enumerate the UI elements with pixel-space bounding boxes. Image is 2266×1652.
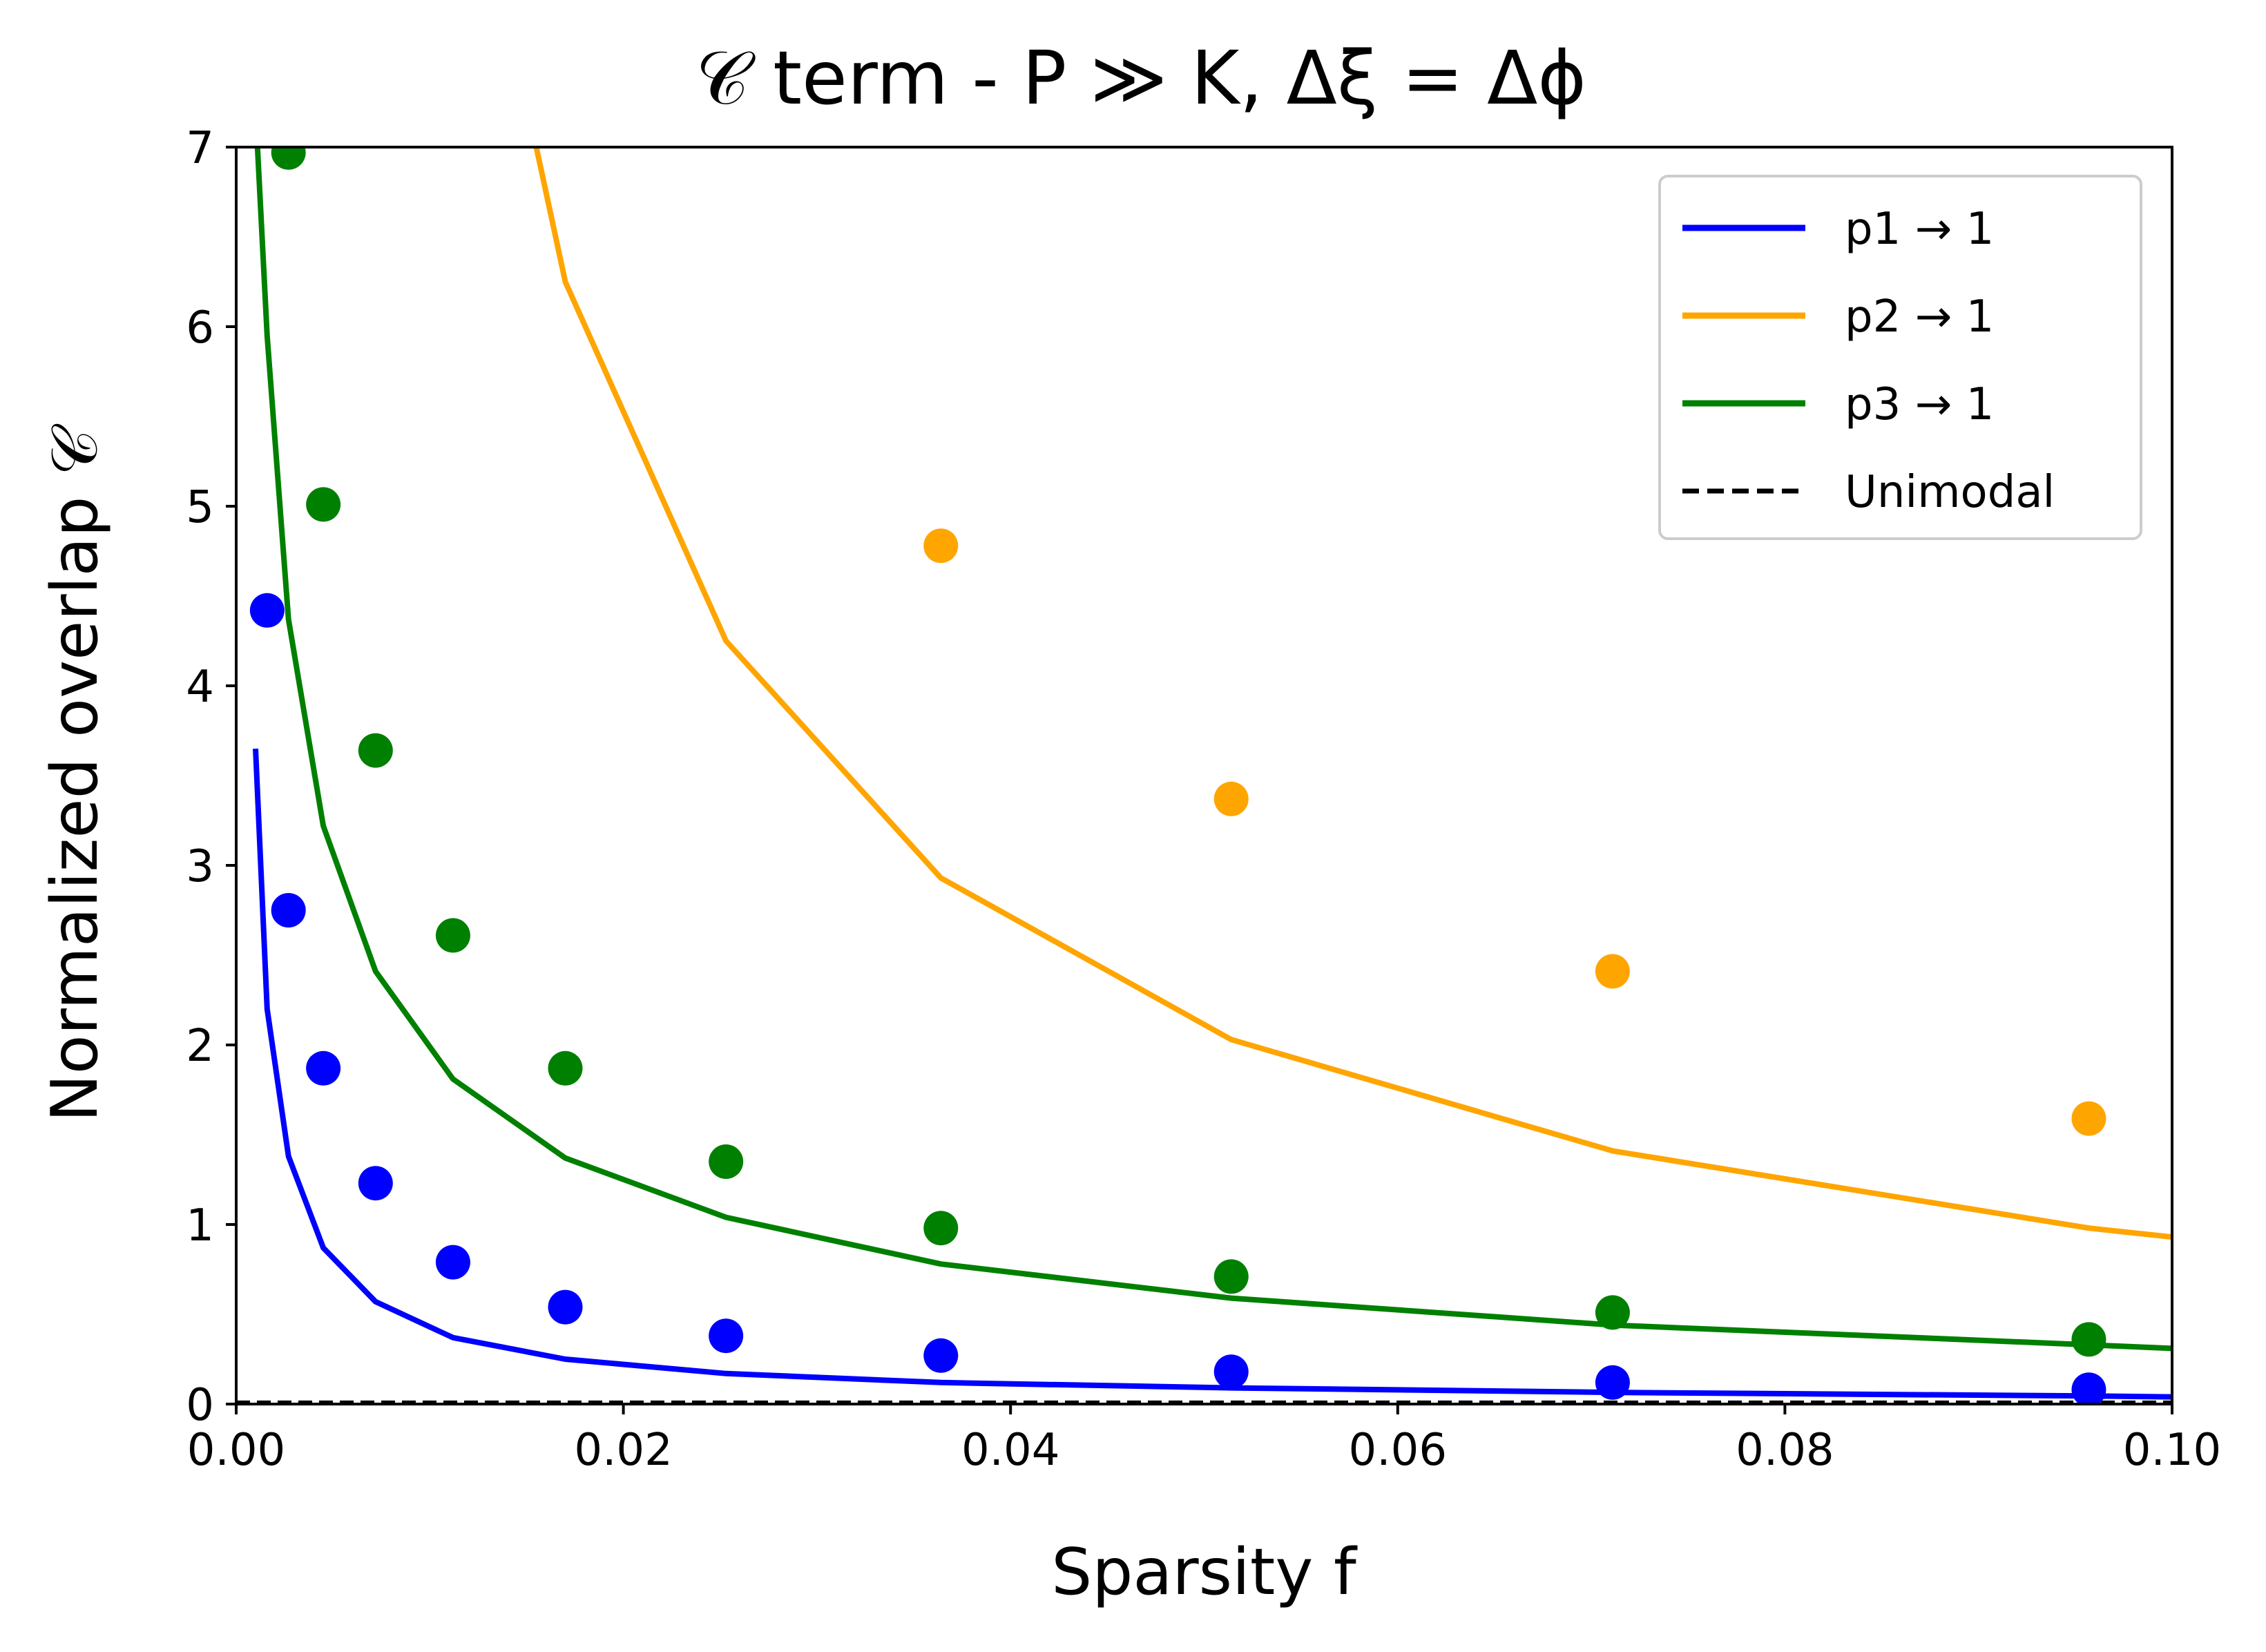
data-point-p2-1 xyxy=(1595,954,1630,989)
data-point-p3-1 xyxy=(435,918,470,953)
y-tick-label: 6 xyxy=(186,302,214,354)
x-axis-label: Sparsity f xyxy=(1051,1535,1358,1609)
data-point-p1-1 xyxy=(435,1245,470,1280)
y-tick-label: 5 xyxy=(186,482,214,533)
data-point-p3-1 xyxy=(2071,1322,2106,1357)
y-axis-label: Normalized overlap 𝒞 xyxy=(37,423,112,1122)
data-point-p1-1 xyxy=(1595,1365,1630,1400)
plot-area xyxy=(236,147,2172,1404)
x-tick-label: 0.00 xyxy=(187,1425,286,1476)
series-points xyxy=(249,147,2106,1404)
plot-frame xyxy=(235,146,2173,1405)
data-point-p3-1 xyxy=(358,733,393,768)
data-point-p3-1 xyxy=(306,487,341,522)
legend-label: p3 → 1 xyxy=(1845,379,1994,430)
y-tick-label: 0 xyxy=(186,1380,214,1431)
legend-frame xyxy=(1658,175,2142,540)
data-point-p1-1 xyxy=(1213,1354,1249,1390)
data-point-p2-1 xyxy=(923,528,959,564)
x-tick-label: 0.06 xyxy=(1349,1425,1448,1476)
data-point-p1-1 xyxy=(2071,1372,2106,1404)
data-point-p1-1 xyxy=(358,1166,393,1201)
data-point-p1-1 xyxy=(923,1338,959,1373)
legend-label: p2 → 1 xyxy=(1845,291,1994,343)
y-tick-label: 3 xyxy=(186,841,214,892)
data-point-p2-1 xyxy=(2071,1101,2106,1136)
x-tick-label: 0.10 xyxy=(2123,1425,2222,1476)
data-point-p1-1 xyxy=(249,593,285,628)
y-tick-label: 7 xyxy=(186,123,214,174)
y-tick-label: 1 xyxy=(186,1200,214,1251)
x-axis-ticks: 0.00 0.02 0.04 0.06 0.08 0.10 xyxy=(187,1404,2222,1476)
data-point-p3-1 xyxy=(709,1144,744,1179)
legend-label: p1 → 1 xyxy=(1845,204,1994,255)
data-point-p3-1 xyxy=(1213,1259,1249,1294)
data-point-p3-1 xyxy=(1595,1295,1630,1330)
data-point-p3-1 xyxy=(548,1050,583,1086)
data-point-p1-1 xyxy=(548,1289,583,1325)
data-point-p1-1 xyxy=(709,1318,744,1354)
legend-label: Unimodal xyxy=(1845,467,2055,518)
y-tick-label: 4 xyxy=(186,662,214,713)
data-point-p2-1 xyxy=(1213,781,1249,816)
x-tick-label: 0.04 xyxy=(961,1425,1060,1476)
data-point-p1-1 xyxy=(271,893,306,928)
y-axis-ticks: 0 1 2 3 4 5 6 7 xyxy=(186,123,236,1431)
legend: p1 → 1 p2 → 1 p3 → 1 Unimodal xyxy=(1658,175,2142,540)
x-tick-label: 0.02 xyxy=(574,1425,673,1476)
x-tick-label: 0.08 xyxy=(1736,1425,1834,1476)
data-point-p3-1 xyxy=(271,147,306,170)
data-point-p1-1 xyxy=(306,1050,341,1086)
y-tick-label: 2 xyxy=(186,1021,214,1072)
series-line-p2-1 xyxy=(533,147,2172,1240)
chart-title: 𝒞 term - P ≫ K, Δξ = Δϕ xyxy=(695,36,1586,122)
data-point-p3-1 xyxy=(923,1211,959,1246)
